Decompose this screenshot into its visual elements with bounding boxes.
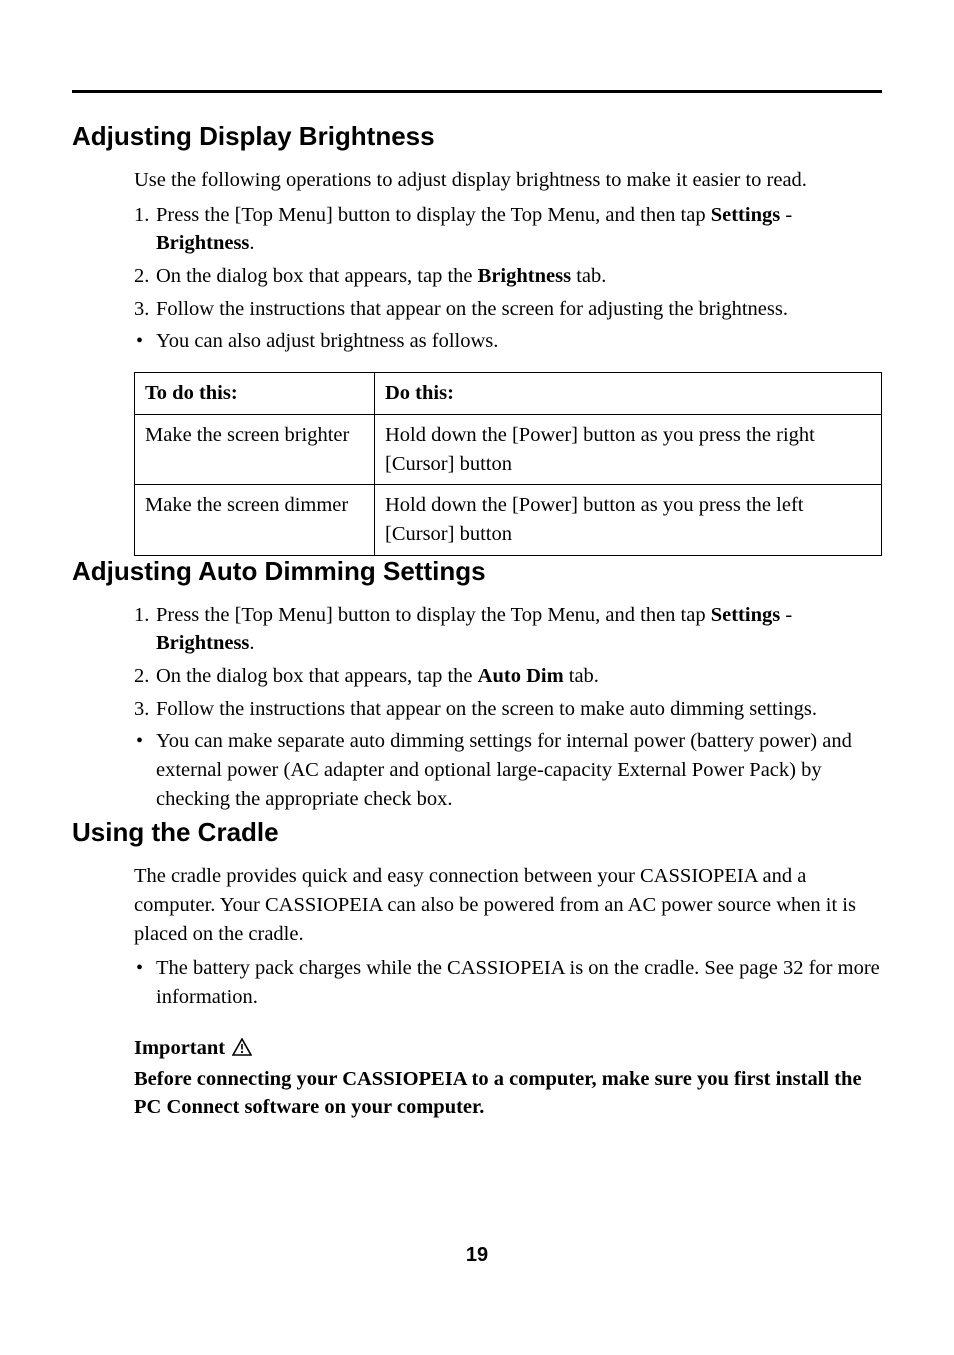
step-number: 2. [134, 262, 149, 291]
step-text: . [249, 632, 254, 654]
table-header: Do this: [375, 373, 882, 415]
table-header: To do this: [135, 373, 375, 415]
heading-adjust-brightness: Adjusting Display Brightness [72, 121, 882, 152]
table-row: Make the screen dimmer Hold down the [Po… [135, 485, 882, 555]
warning-icon [232, 1036, 252, 1065]
important-heading: Important [134, 1034, 882, 1065]
section-2-body: 1. Press the [Top Menu] button to displa… [134, 601, 882, 814]
list-item: You can also adjust brightness as follow… [134, 327, 882, 356]
heading-auto-dimming: Adjusting Auto Dimming Settings [72, 556, 882, 587]
table-row: Make the screen brighter Hold down the [… [135, 414, 882, 484]
steps-list: 1. Press the [Top Menu] button to displa… [134, 601, 882, 724]
intro-text: Use the following operations to adjust d… [134, 166, 882, 195]
step-number: 2. [134, 662, 149, 691]
list-item: 2. On the dialog box that appears, tap t… [134, 662, 882, 691]
bullet-list: You can also adjust brightness as follow… [134, 327, 882, 356]
bullet-text: You can make separate auto dimming setti… [156, 730, 852, 809]
table-cell: Make the screen brighter [135, 414, 375, 484]
brightness-actions-table: To do this: Do this: Make the screen bri… [134, 372, 882, 555]
bullet-list: You can make separate auto dimming setti… [134, 727, 882, 813]
step-text: On the dialog box that appears, tap the [156, 265, 478, 287]
step-bold: Auto Dim [478, 665, 564, 687]
step-number: 3. [134, 295, 149, 324]
table-row: To do this: Do this: [135, 373, 882, 415]
step-bold: Settings [711, 204, 780, 226]
step-number: 3. [134, 695, 149, 724]
step-text: Press the [Top Menu] button to display t… [156, 204, 711, 226]
page-number: 19 [0, 1244, 954, 1267]
list-item: 1. Press the [Top Menu] button to displa… [134, 601, 882, 658]
step-text: tab. [564, 665, 599, 687]
section-1-body: Use the following operations to adjust d… [134, 166, 882, 556]
bullet-text: The battery pack charges while the CASSI… [156, 957, 880, 1008]
table-cell: Hold down the [Power] button as you pres… [375, 485, 882, 555]
step-number: 1. [134, 201, 149, 230]
step-bold: Brightness [156, 232, 249, 254]
intro-text: The cradle provides quick and easy conne… [134, 862, 882, 948]
important-block: Important Before connecting your CASSIOP… [134, 1034, 882, 1122]
important-text: Before connecting your CASSIOPEIA to a c… [134, 1065, 882, 1122]
step-text: - [780, 204, 792, 226]
important-label: Important [134, 1037, 225, 1059]
list-item: 2. On the dialog box that appears, tap t… [134, 262, 882, 291]
step-bold: Brightness [478, 265, 571, 287]
table-cell: Hold down the [Power] button as you pres… [375, 414, 882, 484]
step-bold: Brightness [156, 632, 249, 654]
list-item: 1. Press the [Top Menu] button to displa… [134, 201, 882, 258]
step-number: 1. [134, 601, 149, 630]
step-text: - [780, 604, 792, 626]
step-text: Press the [Top Menu] button to display t… [156, 604, 711, 626]
bullet-list: The battery pack charges while the CASSI… [134, 954, 882, 1011]
list-item: 3. Follow the instructions that appear o… [134, 295, 882, 324]
list-item: The battery pack charges while the CASSI… [134, 954, 882, 1011]
list-item: 3. Follow the instructions that appear o… [134, 695, 882, 724]
top-rule [72, 90, 882, 93]
step-text: On the dialog box that appears, tap the [156, 665, 478, 687]
step-text: . [249, 232, 254, 254]
heading-using-cradle: Using the Cradle [72, 817, 882, 848]
step-text: Follow the instructions that appear on t… [156, 298, 788, 320]
table-cell: Make the screen dimmer [135, 485, 375, 555]
step-bold: Settings [711, 604, 780, 626]
step-text: Follow the instructions that appear on t… [156, 698, 817, 720]
list-item: You can make separate auto dimming setti… [134, 727, 882, 813]
section-3-body: The cradle provides quick and easy conne… [134, 862, 882, 1122]
steps-list: 1. Press the [Top Menu] button to displa… [134, 201, 882, 324]
step-text: tab. [571, 265, 606, 287]
bullet-text: You can also adjust brightness as follow… [156, 330, 498, 352]
